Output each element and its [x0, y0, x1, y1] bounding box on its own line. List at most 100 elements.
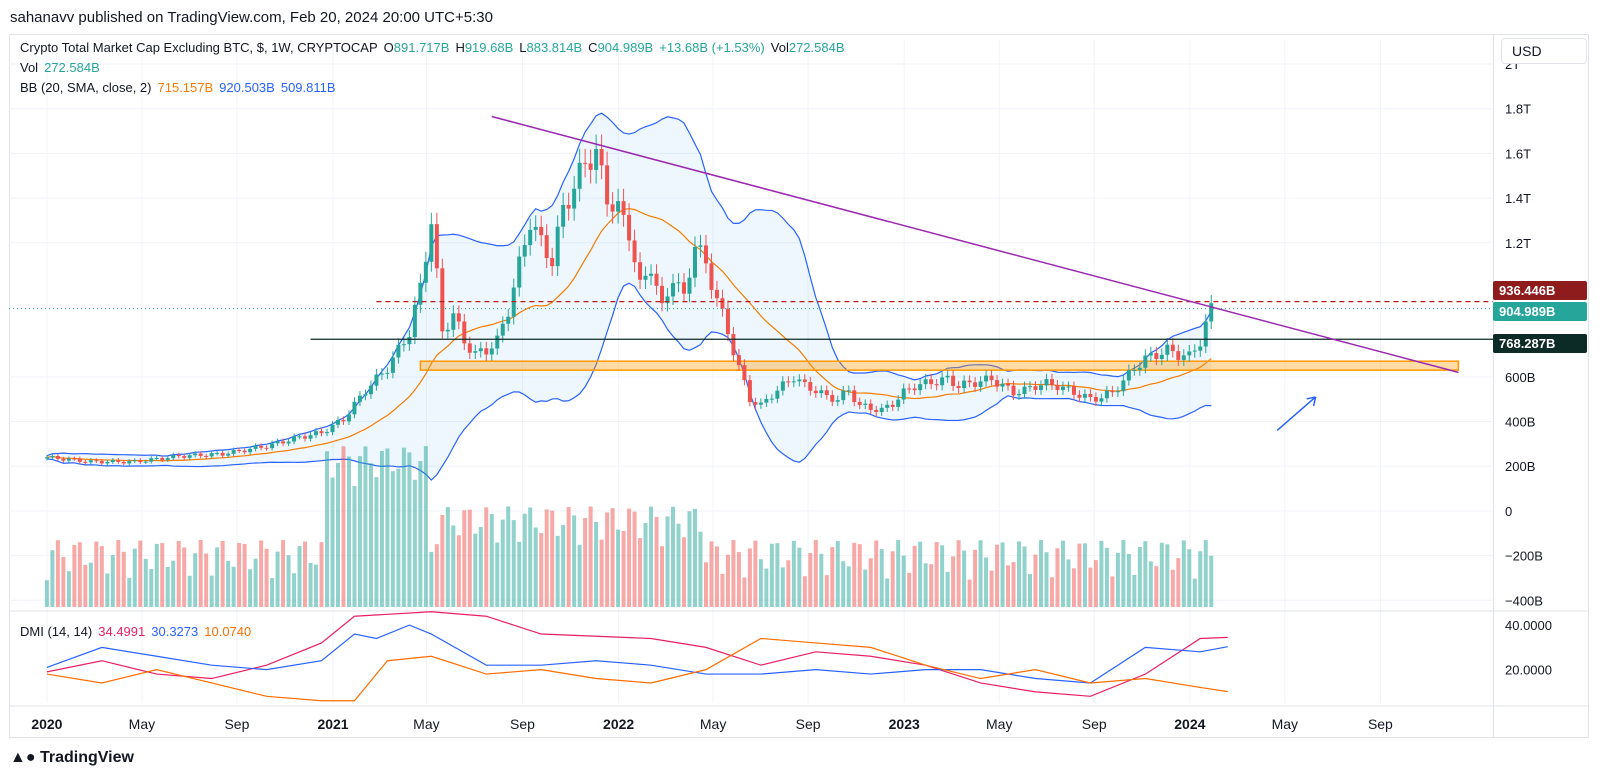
- volume-bar: [368, 463, 373, 607]
- volume-bar: [1137, 546, 1142, 607]
- volume-bar: [819, 553, 824, 607]
- candle-body: [676, 282, 681, 284]
- volume-bar: [335, 462, 340, 607]
- volume-bar: [473, 533, 478, 607]
- candle-body: [681, 282, 686, 294]
- volume-bar: [1077, 543, 1082, 607]
- volume-bar: [341, 446, 346, 607]
- high-label: H: [455, 40, 465, 55]
- candle-body: [577, 162, 582, 189]
- volume-bar: [209, 575, 214, 607]
- dmi-adx-line: [46, 637, 1228, 702]
- last-price-tag: 904.989B: [1493, 302, 1587, 321]
- volume-bar: [528, 507, 533, 607]
- candle-body: [912, 388, 917, 391]
- candle-body: [319, 431, 324, 434]
- candle-body: [66, 458, 71, 461]
- candle-body: [1017, 394, 1022, 396]
- candle-body: [264, 447, 269, 449]
- volume-bar: [50, 550, 55, 607]
- volume-bar: [440, 515, 445, 607]
- volume-bar: [863, 569, 868, 607]
- candle-body: [1192, 350, 1197, 352]
- candle-body: [555, 226, 560, 267]
- candle-body: [292, 436, 297, 442]
- candle-body: [621, 201, 626, 215]
- volume-bar: [1028, 574, 1033, 607]
- candle-body: [610, 204, 615, 212]
- candle-body: [434, 224, 439, 269]
- open-label: O: [383, 40, 394, 55]
- volume-bar: [1006, 565, 1011, 607]
- candle-body: [907, 388, 912, 390]
- volume-bar: [714, 546, 719, 607]
- candle-body: [1104, 390, 1109, 399]
- candle-body: [857, 401, 862, 405]
- volume-bar: [1082, 543, 1087, 607]
- candle-body: [303, 436, 308, 439]
- tradingview-logo[interactable]: ▲● TradingView: [10, 749, 134, 767]
- candle-body: [500, 323, 505, 336]
- candle-body: [253, 445, 258, 449]
- volume-bar: [1209, 555, 1214, 607]
- volume-bar: [681, 537, 686, 607]
- candle-body: [401, 344, 406, 346]
- volume-bar: [429, 551, 434, 607]
- volume-bar: [451, 525, 456, 607]
- candle-body: [1209, 303, 1214, 322]
- candle-body: [407, 337, 412, 345]
- volume-bar: [857, 544, 862, 607]
- candle-body: [330, 424, 335, 433]
- x-tick-label: Sep: [796, 716, 821, 732]
- volume-bar: [495, 542, 500, 607]
- candle-body: [297, 436, 302, 438]
- candle-body: [440, 268, 445, 332]
- volume-bar: [649, 506, 654, 607]
- candle-body: [473, 351, 478, 353]
- open-value: 891.717B: [393, 40, 450, 55]
- volume-bar: [88, 562, 93, 607]
- candle-body: [242, 450, 247, 453]
- candle-body: [588, 163, 593, 170]
- volume-bar: [995, 544, 1000, 607]
- volume-bar: [852, 542, 857, 607]
- y-tick-label: 200B: [1505, 459, 1535, 474]
- y-tick-label: 1.4T: [1505, 191, 1531, 206]
- volume-value: 272.584B: [44, 60, 100, 75]
- candle-body: [978, 381, 983, 387]
- candle-body: [544, 235, 549, 258]
- candle-body: [951, 375, 956, 386]
- candle-body: [1071, 386, 1076, 395]
- x-tick-label: May: [1272, 716, 1298, 732]
- volume-bar: [583, 517, 588, 607]
- candle-body: [165, 458, 170, 460]
- volume-bar: [868, 558, 873, 607]
- vol-value: 272.584B: [788, 40, 845, 55]
- volume-bar: [561, 524, 566, 607]
- candle-body: [528, 229, 533, 246]
- volume-bar: [489, 514, 494, 607]
- volume-bar: [973, 549, 978, 607]
- volume-bar: [1198, 551, 1203, 607]
- candle-body: [110, 460, 115, 463]
- volume-bar: [281, 540, 286, 607]
- volume-bar: [775, 543, 780, 607]
- candle-body: [665, 296, 670, 304]
- candle-body: [478, 348, 483, 352]
- candle-body: [709, 263, 714, 290]
- candle-body: [1159, 354, 1164, 359]
- volume-bar: [605, 512, 610, 607]
- candle-body: [660, 285, 665, 304]
- candle-body: [539, 226, 544, 236]
- volume-bar: [967, 579, 972, 607]
- candle-body: [237, 450, 242, 452]
- volume-bar: [1038, 539, 1043, 607]
- x-tick-label: May: [129, 716, 155, 732]
- volume-bar: [61, 556, 66, 607]
- candle-body: [649, 273, 654, 276]
- dmi-minus-value: 30.3273: [151, 624, 199, 639]
- candle-body: [605, 165, 610, 205]
- candle-body: [731, 334, 736, 356]
- currency-button[interactable]: USD: [1501, 38, 1587, 64]
